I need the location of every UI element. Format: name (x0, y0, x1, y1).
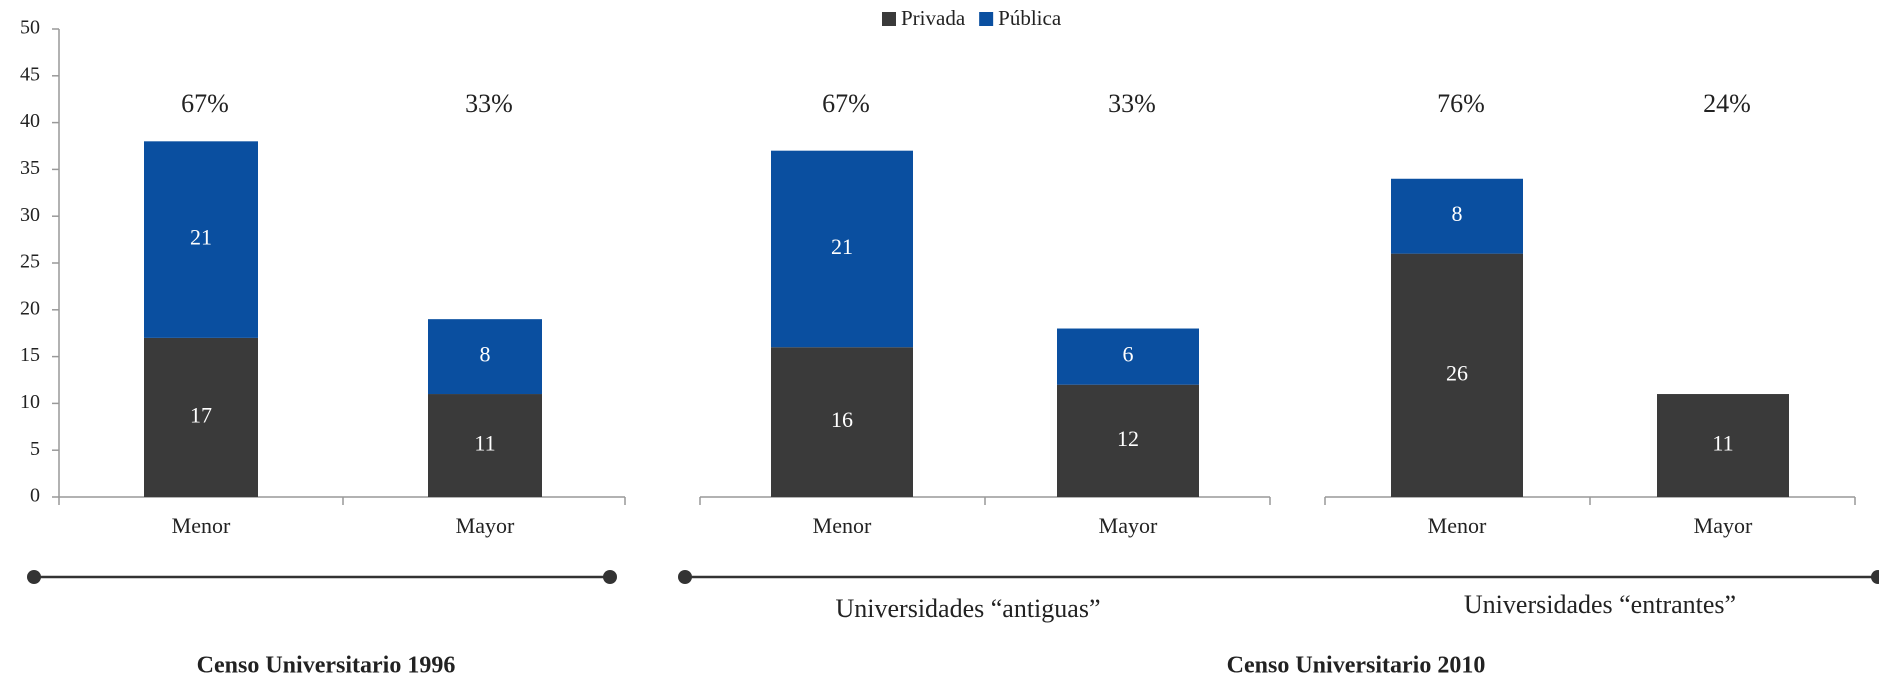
data-label: 8 (480, 342, 491, 367)
x-tick-label: Mayor (1099, 513, 1158, 538)
x-tick-label: Menor (813, 513, 872, 538)
share-label: 67% (181, 89, 229, 118)
y-tick-label: 50 (20, 17, 40, 39)
data-label: 21 (190, 225, 212, 250)
legend-swatch (979, 12, 994, 26)
timeline-dot (603, 570, 617, 584)
data-label: 26 (1446, 360, 1468, 385)
bar-segment (1657, 394, 1789, 497)
timeline-dot (1871, 570, 1879, 584)
data-label: 16 (831, 407, 853, 432)
legend-label: Privada (901, 6, 966, 30)
y-tick-label: 35 (20, 157, 40, 179)
share-label: 33% (465, 89, 513, 118)
bar-segment (144, 337, 258, 497)
bar-segment (144, 141, 258, 338)
bar-segment (428, 394, 542, 497)
data-label: 21 (831, 234, 853, 259)
legend-swatch (882, 12, 896, 26)
data-label: 6 (1123, 342, 1134, 367)
y-tick-label: 30 (20, 204, 40, 226)
y-tick-label: 10 (20, 391, 40, 413)
share-label: 67% (822, 89, 870, 118)
x-tick-label: Menor (172, 513, 231, 538)
timeline-dot (27, 570, 41, 584)
data-label: 11 (1712, 431, 1733, 456)
y-tick-label: 20 (20, 297, 40, 319)
bar-segment (1057, 328, 1199, 385)
legend-label: Pública (998, 6, 1062, 30)
x-tick-label: Menor (1428, 513, 1487, 538)
y-tick-label: 40 (20, 110, 40, 132)
share-label: 33% (1108, 89, 1156, 118)
subtitle: Universidades “antiguas” (836, 594, 1101, 623)
y-tick-label: 25 (20, 251, 40, 273)
share-label: 76% (1437, 89, 1485, 118)
data-label: 8 (1452, 201, 1463, 226)
bar-segment (771, 347, 913, 497)
share-label: 24% (1703, 89, 1751, 118)
x-tick-label: Mayor (1694, 513, 1753, 538)
bar-segment (428, 319, 542, 395)
bar-segment (1057, 384, 1199, 497)
data-label: 12 (1117, 426, 1139, 451)
data-label: 11 (474, 431, 495, 456)
data-label: 17 (190, 402, 212, 427)
bar-segment (1391, 253, 1523, 497)
bar-segment (1391, 178, 1523, 254)
bar-segment (771, 150, 913, 348)
subtitle: Universidades “entrantes” (1464, 590, 1736, 619)
y-tick-label: 5 (30, 438, 40, 460)
group-label: Censo Universitario 2010 (1227, 653, 1486, 679)
y-tick-label: 15 (20, 344, 40, 366)
timeline-dot (678, 570, 692, 584)
y-tick-label: 0 (30, 485, 40, 507)
y-tick-label: 45 (20, 63, 40, 85)
group-label: Censo Universitario 1996 (197, 653, 456, 679)
x-tick-label: Mayor (456, 513, 515, 538)
